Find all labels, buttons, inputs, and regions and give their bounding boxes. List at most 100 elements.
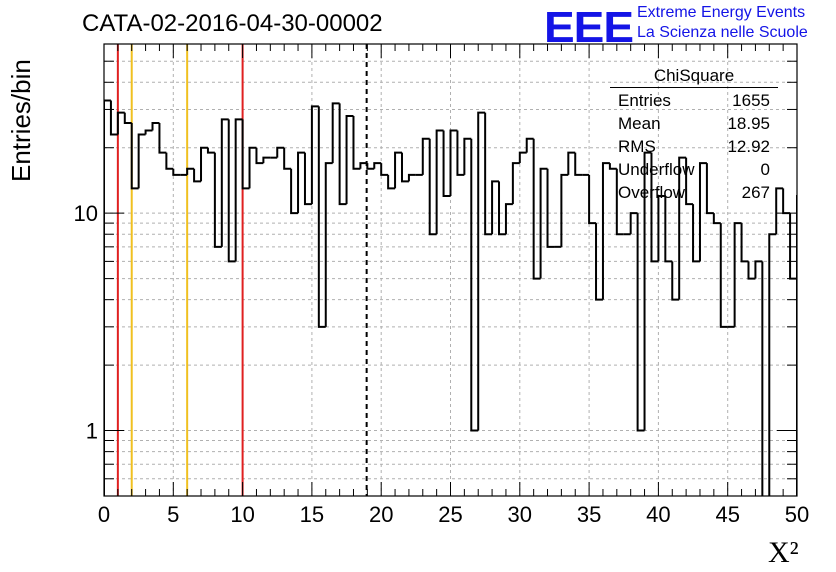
histogram-bin xyxy=(567,151,576,175)
histogram-bin xyxy=(104,99,111,496)
histogram-bin xyxy=(435,129,444,235)
histogram-bin xyxy=(657,194,666,262)
logo-line-2: La Scienza nelle Scuole xyxy=(637,24,808,41)
histogram-bin xyxy=(220,118,229,247)
histogram-bin xyxy=(290,168,299,215)
histogram-bin xyxy=(678,156,687,300)
histogram-bin xyxy=(525,137,534,153)
x-tick-label: 15 xyxy=(300,502,324,527)
histogram-bin xyxy=(491,180,500,235)
stats-row: Underflow 0 xyxy=(610,158,778,181)
histogram-bin xyxy=(186,167,195,175)
histogram-bin xyxy=(345,114,354,205)
histogram-bin xyxy=(206,147,215,154)
histogram-bin xyxy=(352,115,361,170)
histogram-bin xyxy=(811,279,818,327)
histogram-bin xyxy=(832,213,836,536)
x-tick-label: 35 xyxy=(577,502,601,527)
histogram-bin xyxy=(463,137,472,175)
histogram-bin xyxy=(366,163,375,170)
histogram-bin xyxy=(518,151,527,164)
stats-box: ChiSquare Entries 1655 Mean 18.95 RMS 12.92… xyxy=(610,66,778,204)
histogram-bin xyxy=(595,223,603,301)
logo-line-1: Extreme Energy Events xyxy=(637,4,806,21)
histogram-bin xyxy=(442,130,451,197)
histogram-bin xyxy=(664,195,673,263)
histogram-bin xyxy=(428,138,437,236)
histogram-bin xyxy=(303,152,312,206)
histogram-bin xyxy=(123,112,132,124)
histogram-bin xyxy=(825,196,832,213)
histogram-bin xyxy=(705,163,714,215)
histogram-bin xyxy=(421,137,430,175)
histogram-bin xyxy=(324,162,333,327)
stats-value: 18.95 xyxy=(727,114,770,133)
y-axis-label: Entries/bin xyxy=(6,59,36,182)
stats-label: Overflow xyxy=(618,183,686,202)
histogram-bin xyxy=(643,151,652,431)
x-tick-label: 50 xyxy=(785,502,809,527)
histogram-bin xyxy=(484,112,493,236)
stats-row: Entries 1655 xyxy=(610,89,778,112)
histogram-bin xyxy=(804,196,811,279)
y-tick-label: 10 xyxy=(74,201,98,226)
histogram-bin xyxy=(116,111,125,135)
stats-value: 267 xyxy=(741,183,770,202)
histogram-bin xyxy=(740,223,749,263)
x-tick-label: 25 xyxy=(438,502,462,527)
histogram-bin xyxy=(310,105,319,205)
histogram-bin xyxy=(144,129,153,135)
histogram-bin xyxy=(227,119,236,263)
histogram-bin xyxy=(331,102,340,164)
histogram-bin xyxy=(685,157,694,206)
x-tick-label: 0 xyxy=(98,502,110,527)
histogram-bin xyxy=(539,167,548,279)
histogram-bin xyxy=(768,233,777,496)
histogram-bin xyxy=(629,212,638,235)
histogram-bin xyxy=(165,152,174,170)
stats-label: RMS xyxy=(618,137,656,156)
histogram-bin xyxy=(283,147,292,170)
histogram-bin xyxy=(754,260,763,279)
stats-value: 0 xyxy=(760,160,770,179)
x-tick-label: 30 xyxy=(508,502,532,527)
histogram-bin xyxy=(818,196,825,327)
stats-value: 12.92 xyxy=(727,137,770,156)
histogram-bin xyxy=(636,213,645,432)
histogram-bin xyxy=(698,162,707,262)
histogram-bin xyxy=(151,121,160,131)
stats-label: Mean xyxy=(618,114,661,133)
histogram-bin xyxy=(276,146,285,158)
chart-title: CATA-02-2016-04-30-00002 xyxy=(82,10,383,37)
histogram-bin xyxy=(546,168,555,248)
histogram-bin xyxy=(761,261,764,496)
histogram-bin xyxy=(359,162,368,169)
histogram-bin xyxy=(338,103,347,206)
histogram-bin xyxy=(511,162,520,205)
histogram-bin xyxy=(255,147,264,165)
histogram-bin xyxy=(158,122,167,154)
histogram-bin xyxy=(407,173,416,182)
histogram-bin xyxy=(248,146,257,189)
histogram-bin xyxy=(380,163,389,176)
histogram-bin xyxy=(733,222,742,327)
eee-logo: EEE xyxy=(544,2,634,52)
histogram-bin xyxy=(373,162,382,169)
y-tick-label: 1 xyxy=(86,419,98,444)
histogram-bin xyxy=(130,122,139,190)
histogram-bin xyxy=(193,168,202,183)
histogram-bin xyxy=(692,204,700,263)
x-tick-label: 10 xyxy=(230,502,254,527)
histogram-bin xyxy=(574,152,583,176)
histogram-bin xyxy=(387,174,396,190)
stats-row: RMS 12.92 xyxy=(610,135,778,158)
stats-title: ChiSquare xyxy=(610,66,778,88)
histogram-bin xyxy=(456,130,465,176)
histogram-bin xyxy=(782,188,791,215)
histogram-bin xyxy=(671,261,680,301)
histogram-bin xyxy=(712,213,721,225)
x-tick-label: 40 xyxy=(646,502,670,527)
histogram-bin xyxy=(137,133,146,189)
histogram-bin xyxy=(615,168,624,236)
x-axis-label: X² xyxy=(768,536,799,569)
